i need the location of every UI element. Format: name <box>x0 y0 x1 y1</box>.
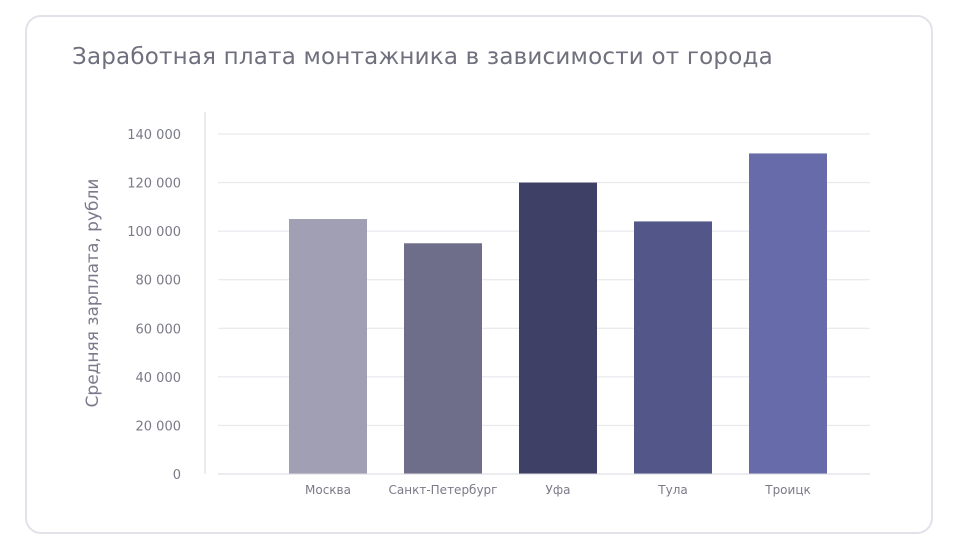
y-axis-label: Средняя зарплата, рубли <box>83 179 103 408</box>
y-tick-label: 80 000 <box>136 274 182 289</box>
y-tick-labels: 0 20 000 40 000 60 000 80 000 100 000 120 000 1… <box>127 128 181 483</box>
y-tick-label: 140 000 <box>127 128 181 143</box>
y-tick-label: 60 000 <box>136 322 182 337</box>
y-tick-label: 20 000 <box>136 419 182 434</box>
y-tick-label: 120 000 <box>127 177 181 192</box>
y-tick-label: 0 <box>173 468 181 483</box>
bars <box>289 153 827 475</box>
chart-title: Заработная плата монтажника в зависимост… <box>72 44 773 70</box>
y-tick-label: 100 000 <box>127 225 181 240</box>
x-tick-label: Уфа <box>546 483 571 497</box>
bar <box>634 221 712 474</box>
bar <box>519 182 597 475</box>
bar <box>289 219 367 474</box>
bar <box>749 153 827 474</box>
x-tick-label: Москва <box>305 483 351 497</box>
x-tick-label: Санкт-Петербург <box>389 483 498 497</box>
x-tick-label: Тула <box>657 483 687 497</box>
y-tick-label: 40 000 <box>136 371 182 386</box>
x-tick-labels: Москва Санкт-Петербург Уфа Тула Троицк <box>305 483 811 497</box>
x-tick-label: Троицк <box>764 483 811 497</box>
bar <box>404 243 482 474</box>
